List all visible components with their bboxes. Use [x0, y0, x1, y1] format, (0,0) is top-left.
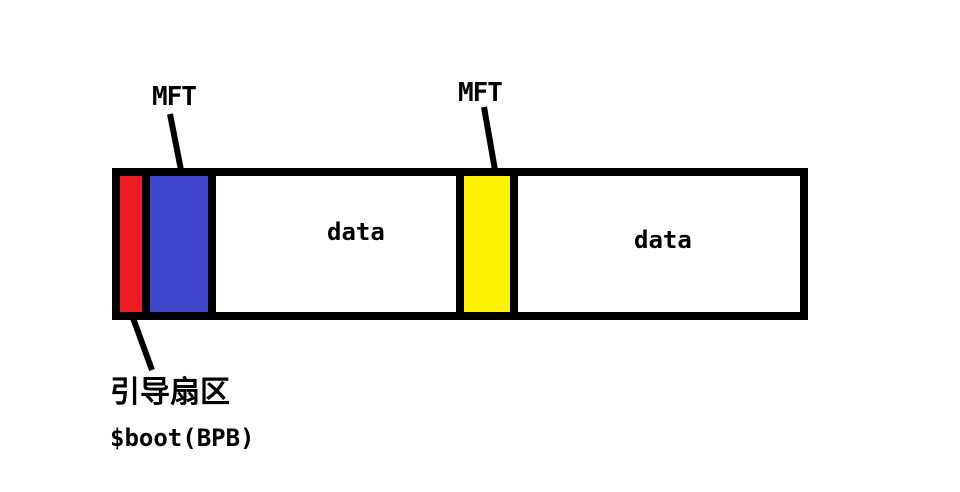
data-block-2	[510, 168, 808, 320]
boot-sector-block	[112, 168, 150, 320]
data-block-1	[208, 168, 464, 320]
data-label-2: data	[634, 226, 692, 254]
boot-bpb-label: $boot(BPB)	[110, 424, 255, 452]
mft-mirror-block	[456, 168, 518, 320]
boot-sector-label: 引导扇区	[110, 375, 230, 410]
mft-pointer-line	[167, 113, 184, 171]
mft-mirror-pointer-line	[481, 106, 498, 171]
mft-label: MFT	[152, 82, 197, 112]
mft-block	[142, 168, 216, 320]
boot-sector-pointer-line	[130, 316, 155, 372]
data-label-1: data	[327, 218, 385, 246]
mft-mirror-label: MFT	[458, 78, 503, 108]
